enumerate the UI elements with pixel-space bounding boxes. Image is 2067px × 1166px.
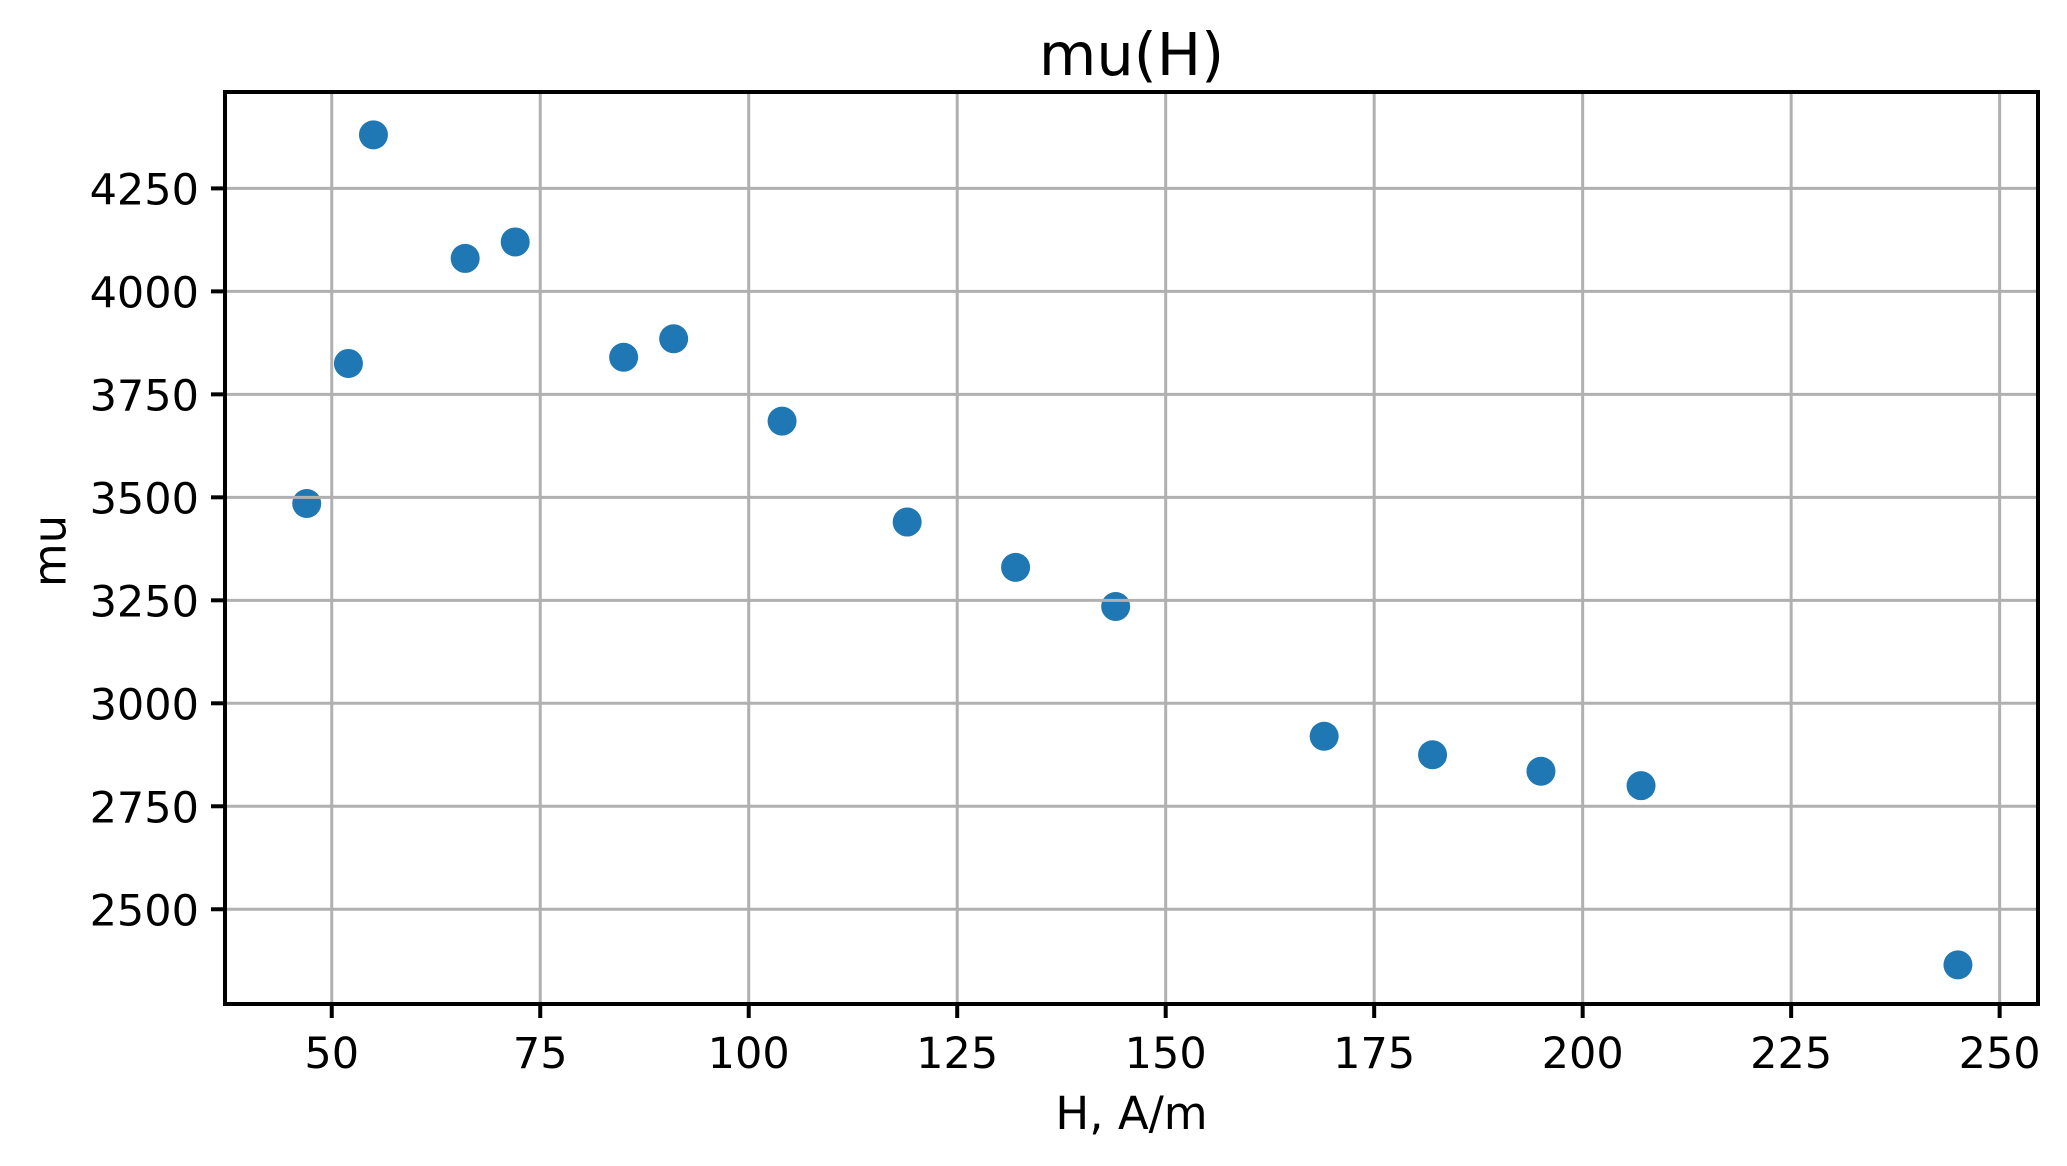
x-axis-label: H, A/m xyxy=(1055,1087,1208,1140)
scatter-point xyxy=(450,243,480,273)
scatter-point xyxy=(1526,756,1556,786)
scatter-point xyxy=(609,342,639,372)
x-tick-label: 125 xyxy=(916,1029,998,1079)
y-tick-label: 4000 xyxy=(90,268,199,318)
scatter-point xyxy=(1309,721,1339,751)
scatter-point xyxy=(500,227,530,257)
y-axis-label: mu xyxy=(23,514,77,588)
scatter-point xyxy=(358,120,388,150)
y-tick-label: 3250 xyxy=(90,577,199,627)
y-tick-label: 3500 xyxy=(90,474,199,524)
scatter-point xyxy=(1101,591,1131,621)
scatter-point xyxy=(1001,552,1031,582)
y-tick-label: 3000 xyxy=(90,680,199,730)
scatter-point xyxy=(1943,950,1973,980)
y-tick-label: 2750 xyxy=(90,783,199,833)
chart-title: mu(H) xyxy=(1038,20,1225,89)
scatter-point xyxy=(1418,740,1448,770)
y-tick-label: 4250 xyxy=(90,165,199,215)
scatter-point xyxy=(292,489,322,519)
scatter-point xyxy=(659,324,689,354)
y-tick-label: 3750 xyxy=(90,371,199,421)
x-tick-label: 200 xyxy=(1542,1029,1624,1079)
scatter-point xyxy=(892,507,922,537)
scatter-point xyxy=(1626,771,1656,801)
x-tick-label: 150 xyxy=(1125,1029,1207,1079)
x-tick-label: 100 xyxy=(708,1029,790,1079)
scatter-point xyxy=(333,348,363,378)
x-tick-label: 175 xyxy=(1333,1029,1415,1079)
x-tick-label: 50 xyxy=(304,1029,359,1079)
y-tick-label: 2500 xyxy=(90,886,199,936)
x-tick-label: 75 xyxy=(513,1029,568,1079)
axes-spines xyxy=(223,90,2040,1006)
scatter-point xyxy=(767,406,797,436)
x-tick-label: 250 xyxy=(1959,1029,2041,1079)
x-tick-label: 225 xyxy=(1750,1029,1832,1079)
